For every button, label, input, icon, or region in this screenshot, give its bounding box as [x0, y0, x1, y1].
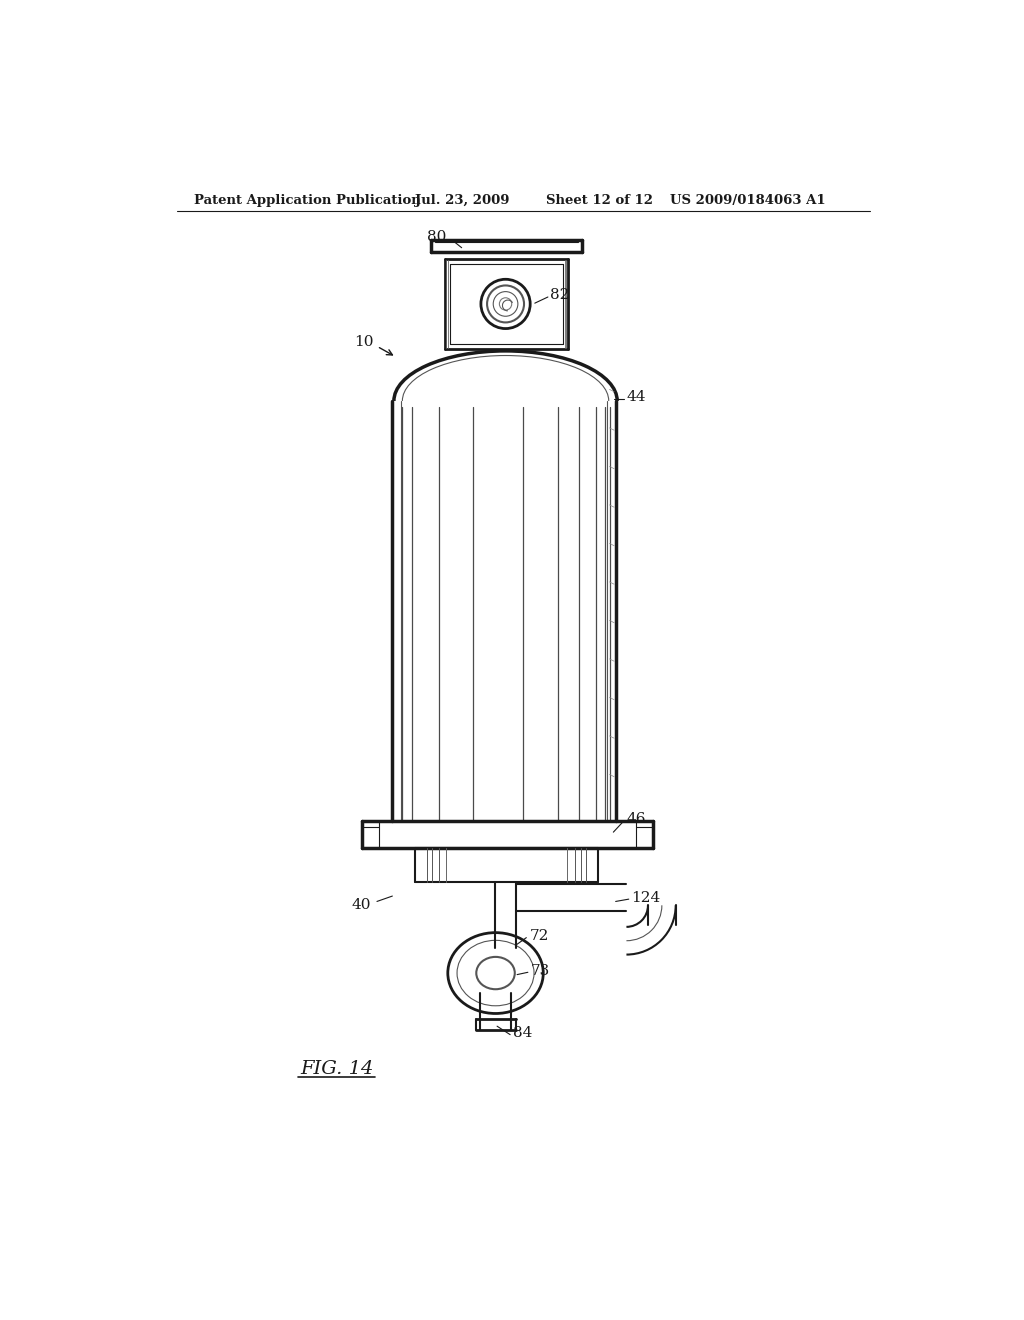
Text: Sheet 12 of 12: Sheet 12 of 12 [547, 194, 653, 207]
Text: 124: 124 [631, 891, 660, 904]
Text: Patent Application Publication: Patent Application Publication [194, 194, 421, 207]
Text: 73: 73 [531, 964, 550, 978]
Text: 72: 72 [529, 929, 549, 942]
Text: 44: 44 [627, 391, 646, 404]
Text: 84: 84 [513, 1026, 532, 1040]
Text: 82: 82 [550, 289, 569, 302]
Text: US 2009/0184063 A1: US 2009/0184063 A1 [670, 194, 825, 207]
Text: Jul. 23, 2009: Jul. 23, 2009 [416, 194, 510, 207]
Text: FIG. 14: FIG. 14 [300, 1060, 374, 1077]
Text: 80: 80 [427, 230, 446, 244]
Text: 10: 10 [354, 335, 374, 348]
Text: 46: 46 [627, 812, 646, 826]
Text: 40: 40 [351, 899, 371, 912]
